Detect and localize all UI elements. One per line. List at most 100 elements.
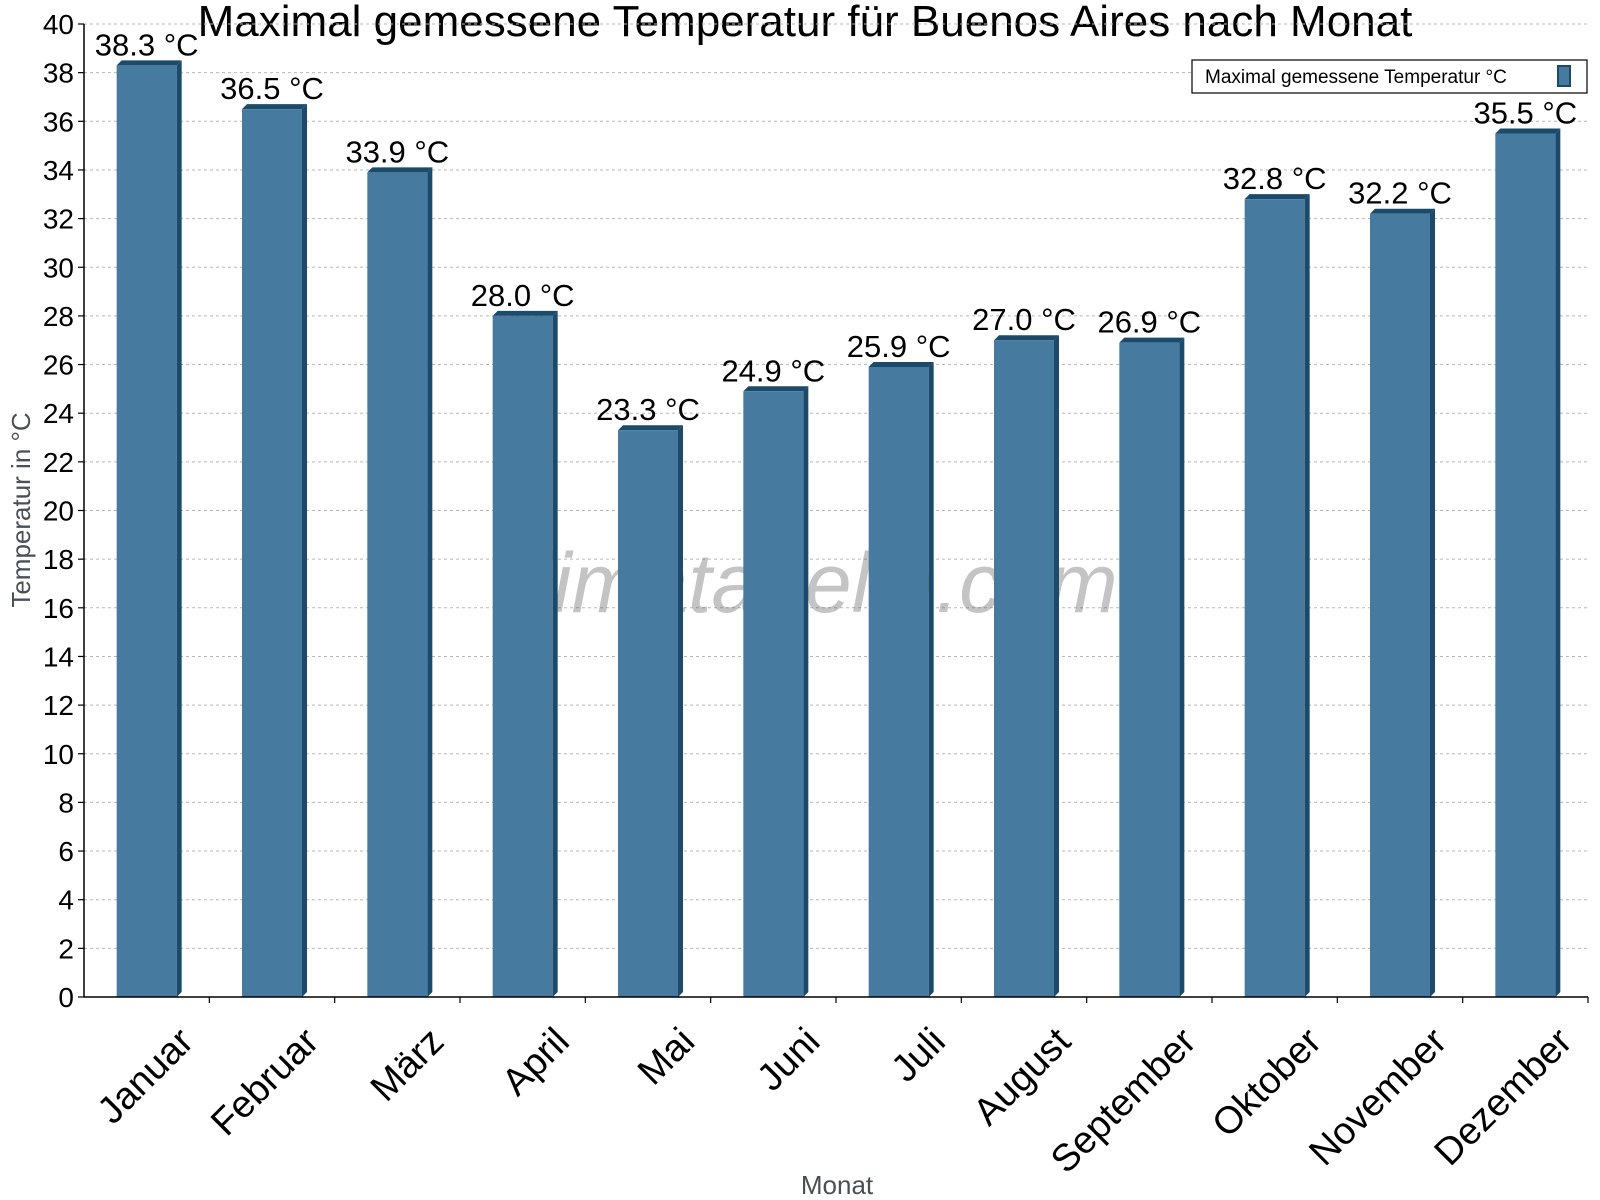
- y-tick-label: 4: [58, 885, 74, 916]
- data-label: 32.8 °C: [1223, 161, 1327, 196]
- y-tick-label: 26: [43, 350, 74, 381]
- bar-side: [678, 425, 683, 997]
- data-label: 24.9 °C: [721, 353, 825, 388]
- bar-side: [1555, 128, 1561, 997]
- bar: [618, 430, 678, 997]
- x-axis-label: Monat: [801, 1170, 874, 1200]
- bar-top: [743, 386, 809, 392]
- bar-side: [1054, 335, 1059, 998]
- bar-side: [1430, 208, 1435, 998]
- y-tick-label: 10: [43, 739, 74, 770]
- bar: [367, 172, 428, 997]
- data-label: 25.9 °C: [847, 329, 951, 364]
- data-label: 23.3 °C: [596, 392, 700, 427]
- y-axis-label: Temperatur in °C: [6, 412, 36, 607]
- y-tick-label: 38: [43, 58, 74, 89]
- bars: [116, 60, 1561, 998]
- x-tick-label: Dezember: [1427, 1020, 1581, 1174]
- y-tick-label: 40: [43, 9, 74, 40]
- y-tick-label: 36: [43, 106, 74, 137]
- bar-side: [176, 60, 182, 998]
- y-tick-label: 8: [58, 787, 74, 818]
- bar: [868, 366, 929, 997]
- y-tick-label: 24: [43, 398, 74, 429]
- y-tick-label: 16: [43, 593, 74, 624]
- bar-side: [1179, 337, 1185, 998]
- bar: [1495, 133, 1556, 997]
- bar-top: [1244, 194, 1310, 200]
- bar-group: [994, 335, 1059, 998]
- bar-side: [803, 386, 809, 997]
- legend-label: Maximal gemessene Temperatur °C: [1205, 67, 1507, 88]
- bar-group: [242, 104, 307, 997]
- chart-title: Maximal gemessene Temperatur für Buenos …: [198, 0, 1413, 46]
- bar-top: [116, 60, 182, 66]
- bar-group: [1370, 208, 1435, 998]
- bar: [743, 391, 804, 997]
- bar-group: [1244, 194, 1310, 997]
- y-tick-label: 14: [43, 641, 74, 672]
- bar: [492, 315, 553, 997]
- bar-top: [994, 335, 1059, 341]
- data-label: 26.9 °C: [1097, 305, 1201, 340]
- x-tick-label: Februar: [203, 1020, 327, 1144]
- y-tick-label: 2: [58, 933, 74, 964]
- gridlines: [84, 23, 1588, 949]
- legend: Maximal gemessene Temperatur °C: [1191, 59, 1588, 94]
- data-label: 28.0 °C: [471, 278, 575, 313]
- data-label: 33.9 °C: [345, 134, 449, 169]
- x-ticks: Januar Februar März April Mai Juni Juli AugustS…: [90, 997, 1581, 1181]
- y-tick-label: 6: [58, 836, 74, 867]
- bar-group: [116, 60, 182, 998]
- bar-top: [242, 104, 307, 110]
- y-tick-label: 28: [43, 301, 74, 332]
- data-labels: 38.3 °C 36.5 °C 33.9 °C 28.0 °C 23.3 °C 24.9 …: [95, 27, 1577, 427]
- bar-group: [868, 361, 934, 997]
- data-label: 32.2 °C: [1348, 176, 1452, 211]
- data-label: 38.3 °C: [95, 27, 199, 62]
- bar-side: [302, 104, 307, 997]
- data-label: 35.5 °C: [1473, 95, 1577, 130]
- bar: [1119, 342, 1180, 998]
- axes: [83, 24, 1589, 1003]
- bar: [116, 65, 177, 998]
- bar: [1244, 199, 1305, 997]
- data-label: 36.5 °C: [220, 71, 324, 106]
- y-tick-label: 34: [43, 155, 74, 186]
- bar-top: [1495, 128, 1561, 134]
- bar-side: [1304, 194, 1310, 997]
- bar-side: [552, 310, 558, 997]
- x-tick-label: März: [363, 1020, 452, 1109]
- y-tick-label: 32: [43, 204, 74, 235]
- y-tick-label: 0: [58, 982, 74, 1013]
- bar-group: [492, 310, 558, 997]
- bar-top: [868, 361, 934, 367]
- y-tick-label: 20: [43, 496, 74, 527]
- bar-top: [492, 310, 558, 316]
- x-tick-label: April: [494, 1020, 577, 1103]
- bar-top: [367, 167, 433, 173]
- bar-top: [618, 425, 683, 431]
- x-tick-label: Mai: [630, 1020, 703, 1093]
- y-tick-label: 22: [43, 447, 74, 478]
- bar-group: [367, 167, 433, 997]
- x-tick-label: Juli: [884, 1020, 954, 1090]
- bar-group: [1119, 337, 1185, 998]
- y-tick-label: 30: [43, 252, 74, 283]
- bar-group: [743, 386, 809, 997]
- x-tick-label: August: [966, 1020, 1080, 1134]
- bar-top: [1370, 208, 1435, 214]
- bar: [994, 340, 1054, 998]
- bar-side: [427, 167, 433, 997]
- y-tick-label: 18: [43, 544, 74, 575]
- legend-box: [1191, 59, 1588, 94]
- legend-swatch: [1557, 65, 1571, 87]
- bar-group: [1495, 128, 1561, 997]
- bar-top: [1119, 337, 1185, 343]
- bar: [1370, 213, 1430, 998]
- bar: [242, 109, 302, 997]
- x-tick-label: Januar: [90, 1020, 202, 1132]
- x-tick-label: Oktober: [1204, 1020, 1330, 1146]
